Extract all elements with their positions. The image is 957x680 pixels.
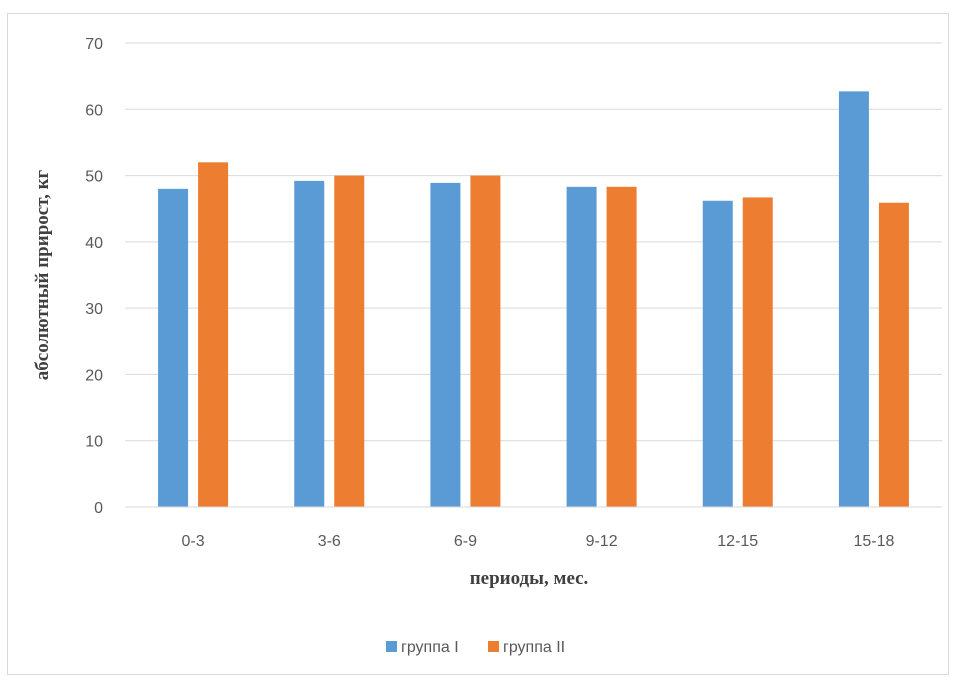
bar-group-ii-3-6	[334, 175, 365, 508]
x-tick-label: 15-18	[853, 533, 894, 550]
bars	[158, 91, 909, 508]
y-tick-label: 40	[85, 235, 103, 252]
y-tick-label: 50	[85, 169, 103, 186]
y-tick-label: 0	[94, 500, 103, 517]
bar-group-i-6-9	[430, 182, 461, 507]
x-tick-label: 0-3	[182, 533, 205, 550]
x-tick-label: 6-9	[454, 533, 477, 550]
bar-group-ii-9-12	[606, 186, 637, 507]
x-tick-label: 12-15	[717, 533, 758, 550]
y-tick-label: 10	[85, 434, 103, 451]
y-axis-title: абсолютный прирост, кг	[32, 169, 53, 380]
bar-group-ii-6-9	[470, 175, 501, 508]
x-tick-label: 3-6	[318, 533, 341, 550]
y-tick-label: 70	[85, 36, 103, 53]
bar-group-i-3-6	[294, 180, 325, 508]
x-axis-ticks: 0-3 3-6 6-9 9-12 12-15 15-18	[182, 533, 895, 550]
legend: группа I группа II	[386, 639, 565, 656]
bar-group-ii-12-15	[742, 197, 773, 507]
y-tick-label: 20	[85, 367, 103, 384]
bar-group-ii-15-18	[878, 202, 909, 507]
legend-swatch-group-i	[386, 641, 397, 652]
x-axis-title: периоды, мес.	[470, 568, 589, 589]
bar-group-i-15-18	[838, 91, 869, 507]
bar-group-i-0-3	[158, 188, 189, 508]
legend-label-group-ii: группа II	[503, 639, 565, 656]
bar-group-i-12-15	[702, 200, 733, 507]
legend-swatch-group-ii	[488, 641, 499, 652]
bar-group-ii-0-3	[198, 162, 229, 508]
y-tick-label: 60	[85, 102, 103, 119]
x-tick-label: 9-12	[586, 533, 618, 550]
y-tick-label: 30	[85, 301, 103, 318]
gridlines	[125, 42, 942, 442]
y-axis-ticks: 0 10 20 30 40 50 60 70	[85, 36, 103, 517]
legend-label-group-i: группа I	[401, 639, 459, 656]
bar-group-i-9-12	[566, 186, 597, 507]
